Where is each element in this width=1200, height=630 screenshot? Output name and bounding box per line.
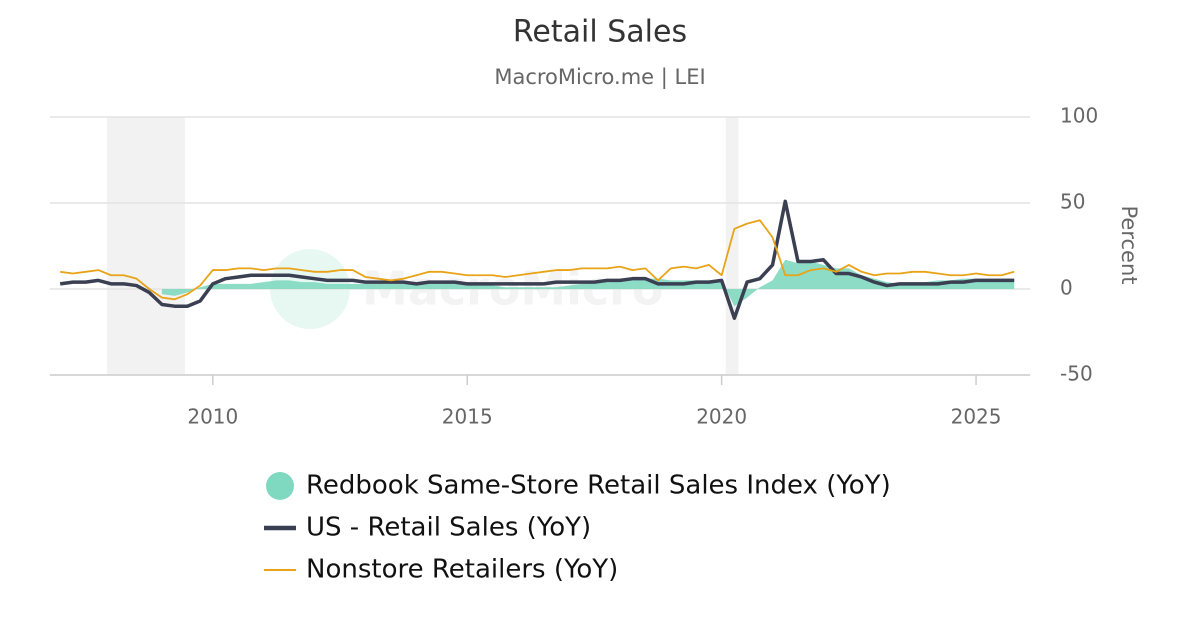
legend-marker: [266, 472, 294, 500]
line-series: [60, 219, 1015, 301]
x-tick-label: 2020: [696, 405, 747, 429]
legend-label: US - Retail Sales (YoY): [306, 513, 591, 543]
line-series: [59, 199, 1015, 320]
y-tick-label: 0: [1060, 276, 1073, 300]
shaded-period: [725, 117, 739, 375]
chart-subtitle: MacroMicro.me | LEI: [494, 65, 705, 90]
x-tick-label: 2025: [951, 405, 1002, 429]
x-tick-label: 2010: [187, 405, 238, 429]
y-tick-label: 100: [1060, 104, 1098, 128]
legend-label: Nonstore Retailers (YoY): [306, 555, 618, 585]
legend-label: Redbook Same-Store Retail Sales Index (Y…: [306, 471, 891, 501]
y-tick-label: -50: [1060, 362, 1093, 386]
y-tick-label: 50: [1060, 190, 1085, 214]
area-series: [161, 259, 1015, 307]
x-tick-label: 2015: [442, 405, 493, 429]
y-axis-label: Percent: [1117, 205, 1141, 284]
shaded-period: [106, 117, 185, 375]
chart-title: Retail Sales: [513, 15, 687, 50]
